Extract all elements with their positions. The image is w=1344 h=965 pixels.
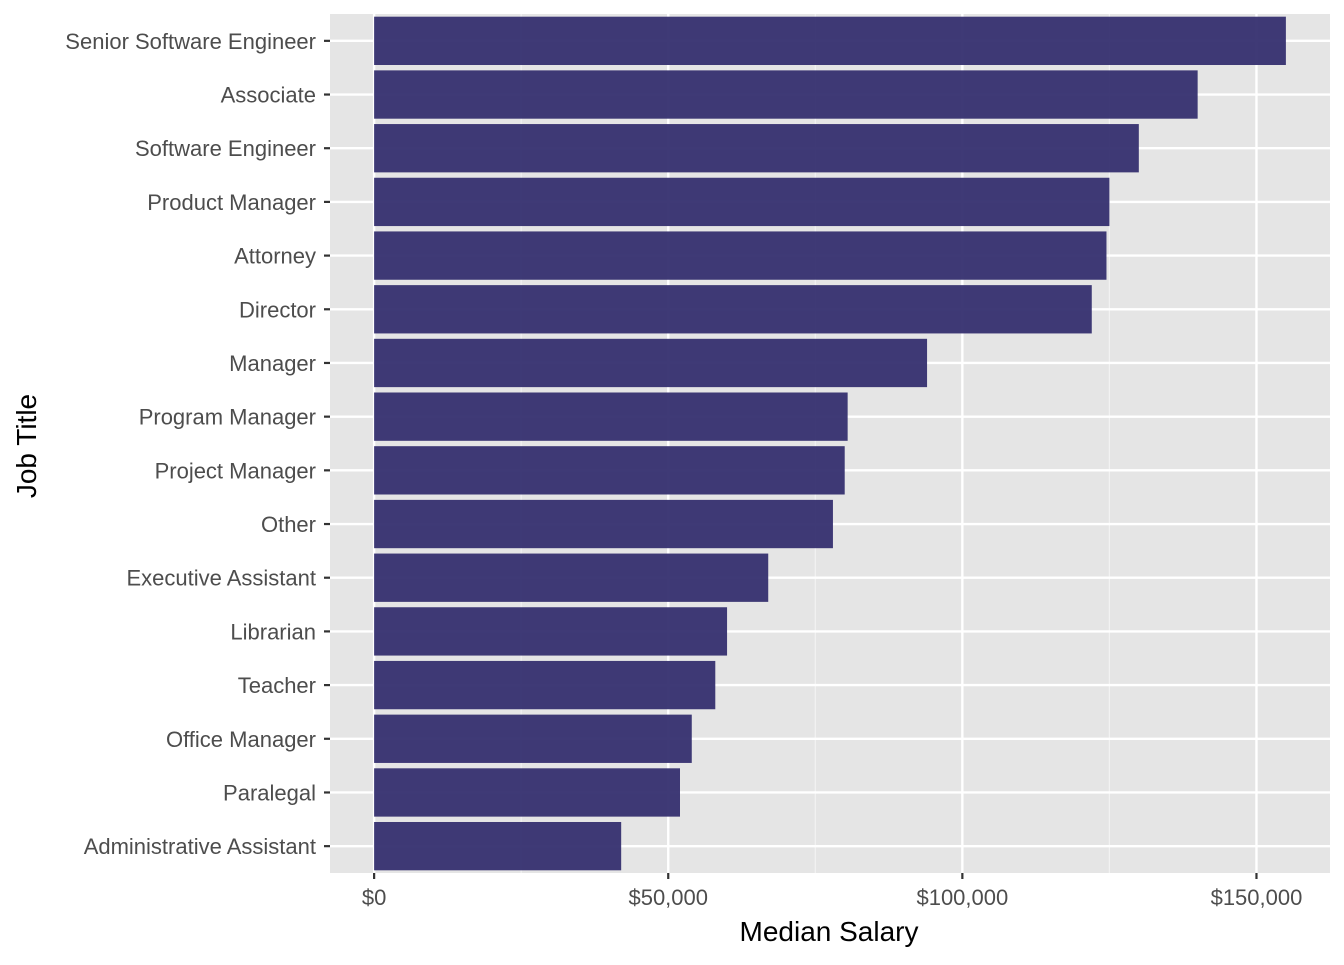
y-tick-label: Office Manager (166, 727, 316, 752)
y-tick-label: Executive Assistant (126, 566, 316, 591)
bar (374, 285, 1092, 334)
y-tick-label: Manager (229, 351, 316, 376)
y-tick-label: Administrative Assistant (84, 834, 316, 859)
y-tick-label: Project Manager (155, 458, 316, 483)
x-tick-label: $0 (362, 885, 386, 910)
bar (374, 607, 728, 656)
y-tick-label: Program Manager (139, 405, 316, 430)
bar (374, 70, 1198, 119)
x-tick-label: $150,000 (1211, 885, 1303, 910)
bar (374, 660, 716, 710)
x-tick-label: $100,000 (916, 885, 1008, 910)
bar (374, 338, 928, 388)
bar (374, 499, 833, 549)
x-axis-title: Median Salary (740, 916, 919, 947)
bar (374, 446, 845, 495)
x-tick-label: $50,000 (628, 885, 708, 910)
y-tick-label: Senior Software Engineer (65, 29, 316, 54)
bar (374, 231, 1107, 280)
y-tick-label: Software Engineer (135, 136, 316, 161)
bar (374, 392, 848, 441)
y-tick-label: Product Manager (147, 190, 316, 215)
y-tick-label: Other (261, 512, 316, 537)
bar (374, 768, 680, 817)
bar (374, 177, 1110, 227)
bar (374, 714, 692, 763)
bar (374, 124, 1139, 173)
bar (374, 553, 769, 602)
y-tick-label: Attorney (234, 244, 316, 269)
y-tick-label: Director (239, 297, 316, 322)
y-tick-label: Paralegal (223, 780, 316, 805)
y-tick-label: Associate (221, 83, 316, 108)
y-tick-label: Teacher (238, 673, 316, 698)
y-axis-title: Job Title (11, 394, 42, 498)
y-tick-label: Librarian (230, 619, 316, 644)
bar (374, 16, 1286, 66)
bar (374, 821, 622, 871)
